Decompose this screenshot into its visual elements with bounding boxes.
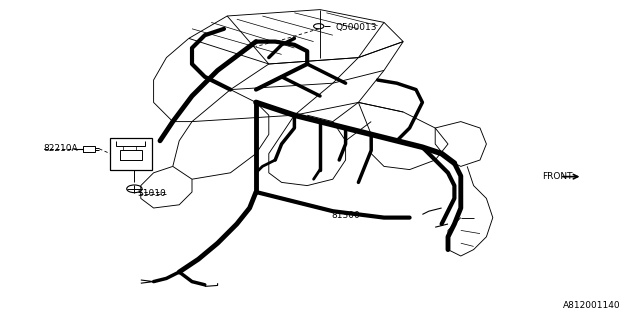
Text: 82210A: 82210A xyxy=(44,144,78,153)
Text: A812001140: A812001140 xyxy=(563,301,621,310)
Text: S1010: S1010 xyxy=(138,189,166,198)
Text: FRONT: FRONT xyxy=(542,172,573,181)
Text: Q500013: Q500013 xyxy=(336,23,378,32)
Text: 81300: 81300 xyxy=(332,212,360,220)
